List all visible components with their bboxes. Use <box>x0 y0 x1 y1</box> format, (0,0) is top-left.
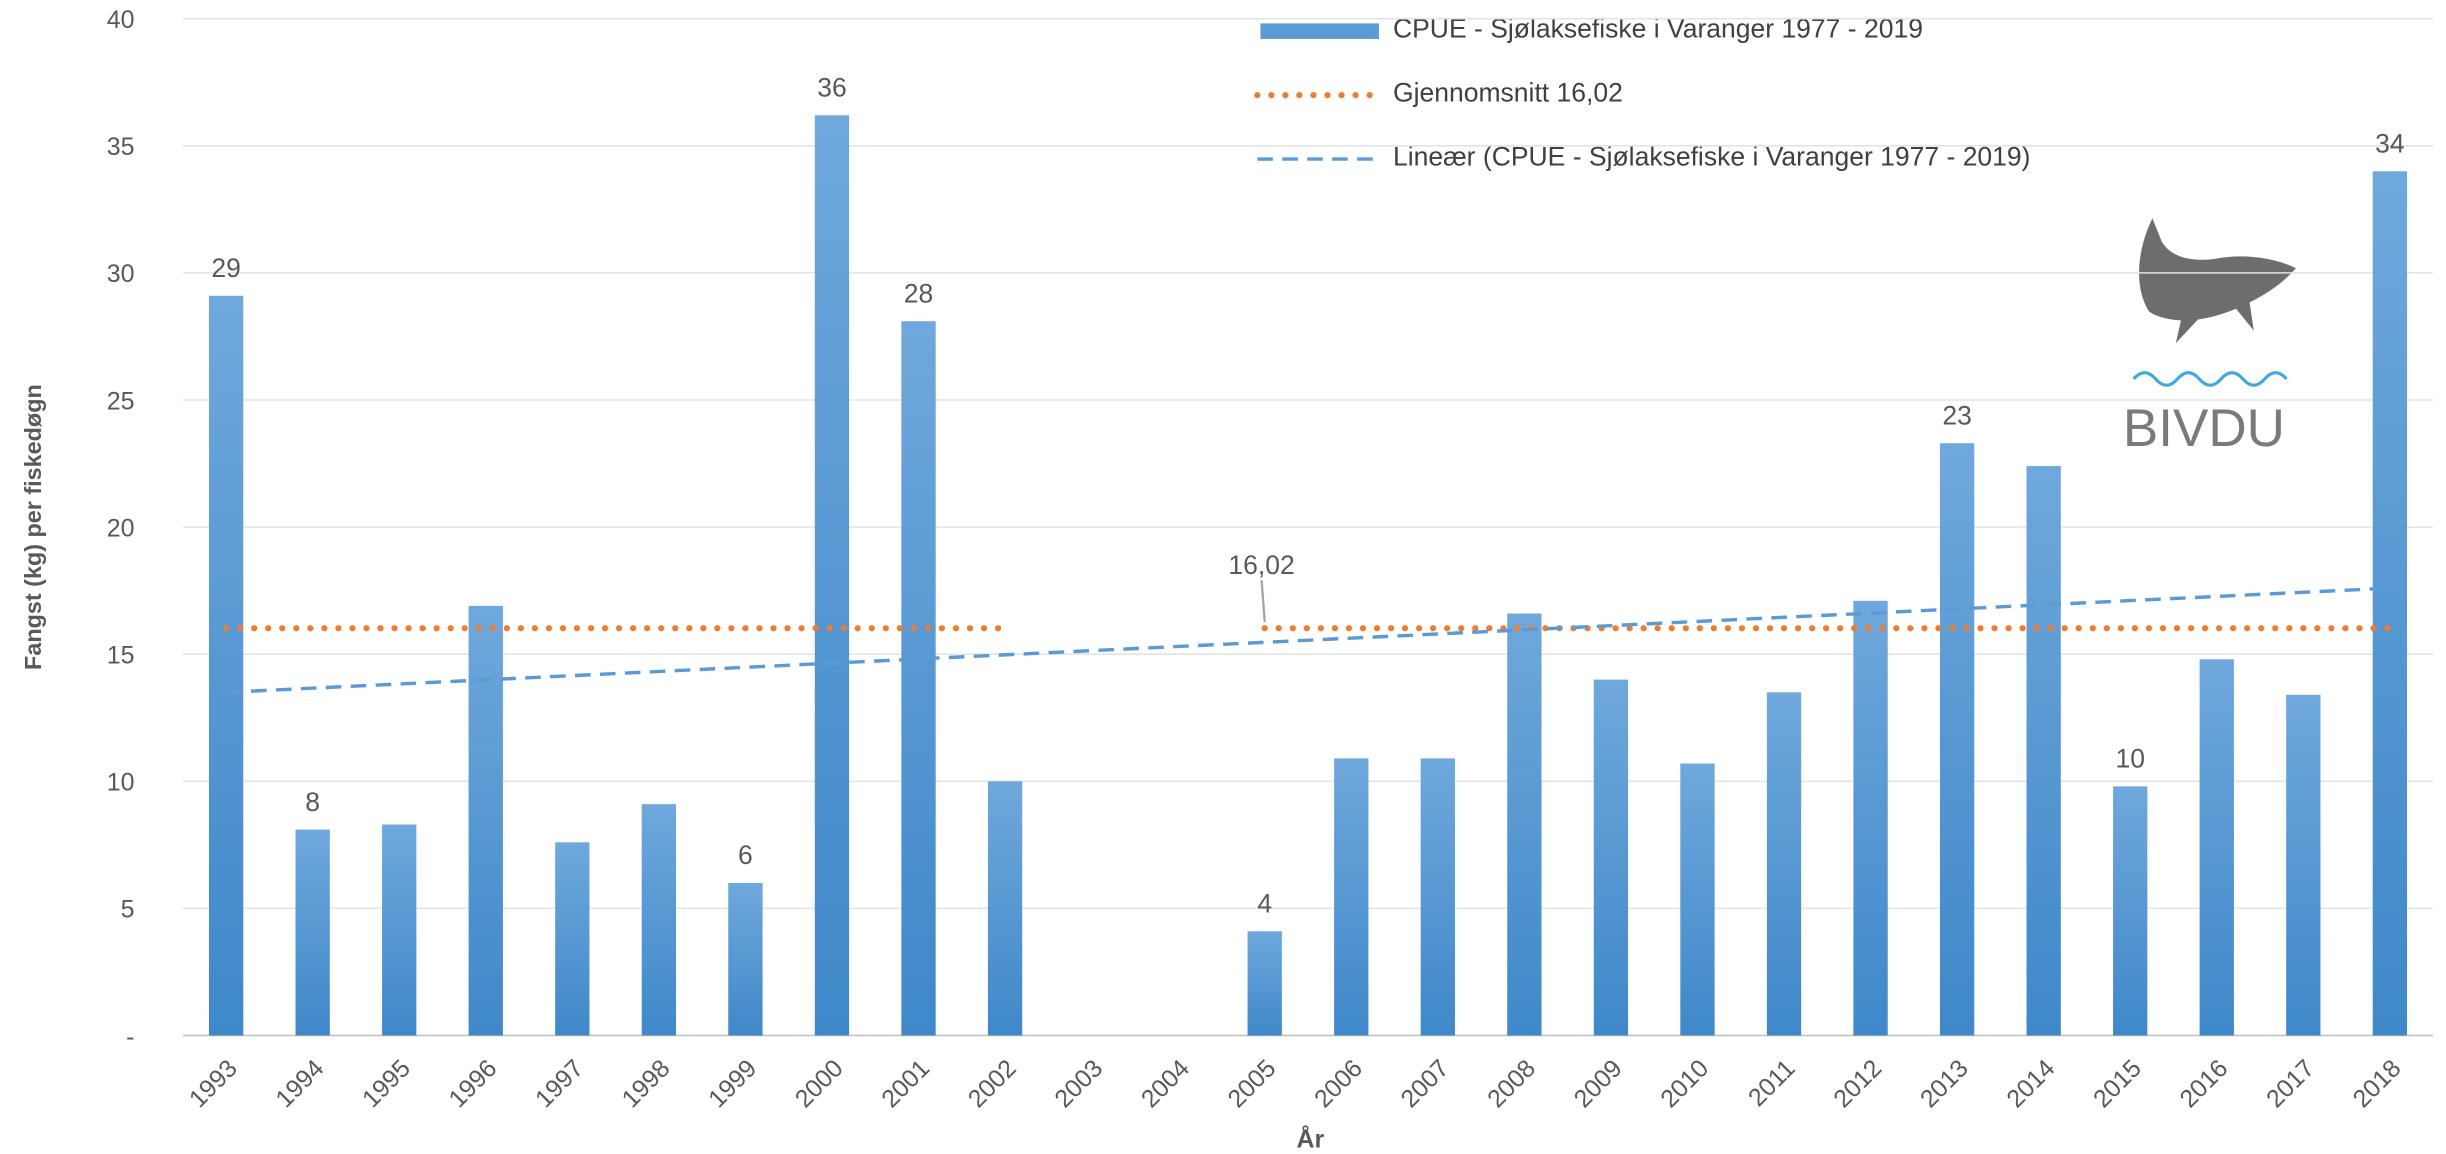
x-tick-label: 2001 <box>876 1054 935 1113</box>
x-tick-label: 2013 <box>1915 1054 1974 1113</box>
logo-text: BIVDU <box>2123 399 2285 458</box>
data-label: 28 <box>904 278 933 308</box>
bar <box>901 321 936 1036</box>
y-tick-label: 10 <box>107 769 135 797</box>
bar <box>987 781 1023 1036</box>
x-tick-label: 2006 <box>1309 1054 1368 1113</box>
bar <box>2286 694 2321 1036</box>
y-tick-label: 15 <box>107 642 135 670</box>
annotation: 16,02 <box>1228 550 1294 580</box>
bar <box>1939 443 1975 1036</box>
x-tick-label: 2011 <box>1743 1054 1801 1112</box>
bar <box>641 804 677 1036</box>
y-tick-label: 5 <box>121 896 135 924</box>
legend-entry: Gjennomsnitt 16,02 <box>1392 77 1623 108</box>
x-tick-label: 2007 <box>1396 1054 1455 1113</box>
bar <box>1853 600 1888 1036</box>
bar <box>295 829 330 1036</box>
y-tick-label: 20 <box>107 514 135 542</box>
bar <box>728 882 763 1036</box>
x-tick-label: 1999 <box>703 1054 762 1113</box>
bar <box>1507 613 1542 1036</box>
data-label: 6 <box>738 840 753 870</box>
x-tick-label: 2015 <box>2088 1054 2147 1113</box>
data-label: 29 <box>211 253 240 283</box>
x-tick-label: 2008 <box>1482 1054 1541 1113</box>
bar <box>814 115 850 1036</box>
x-tick-label: 2010 <box>1655 1054 1714 1113</box>
data-label: 10 <box>2115 744 2144 774</box>
x-tick-label: 2005 <box>1222 1054 1281 1113</box>
data-label: 34 <box>2375 129 2404 159</box>
bar <box>1593 679 1629 1036</box>
legend-entry: Lineær (CPUE - Sjølaksefiske i Varanger … <box>1392 141 2031 172</box>
data-label: 36 <box>817 73 846 103</box>
y-tick-label: 35 <box>107 133 135 161</box>
x-tick-label: 2000 <box>790 1054 849 1113</box>
x-tick-label: 2014 <box>2001 1054 2060 1113</box>
bar <box>468 605 503 1036</box>
legend-swatch <box>1260 23 1379 39</box>
x-tick-label: 2018 <box>2348 1054 2407 1113</box>
x-tick-label: 2002 <box>963 1054 1022 1113</box>
x-tick-label: 1998 <box>617 1054 676 1113</box>
x-tick-label: 2004 <box>1136 1054 1195 1113</box>
bar <box>2372 171 2408 1036</box>
bar <box>1334 758 1369 1036</box>
bar <box>2199 659 2234 1036</box>
bar <box>555 842 590 1036</box>
x-tick-label: 2003 <box>1049 1054 1108 1113</box>
bar <box>382 824 417 1036</box>
y-tick-label: 40 <box>107 6 135 34</box>
x-tick-label: 1997 <box>530 1054 589 1113</box>
series-line <box>226 586 2390 695</box>
legend: CPUE - Sjølaksefiske i Varanger 1977 - 2… <box>1254 14 2031 172</box>
legend-label: CPUE - Sjølaksefiske i Varanger 1977 - 2… <box>1392 14 1923 44</box>
x-tick-label: 2017 <box>2261 1054 2320 1113</box>
y-tick-label: - <box>126 1023 134 1051</box>
data-label: 8 <box>305 787 320 817</box>
annotation-leader <box>1260 580 1266 623</box>
logo: BIVDU <box>2123 218 2296 458</box>
bar <box>2113 786 2148 1036</box>
bar <box>1247 931 1282 1036</box>
x-tick-label: 1996 <box>443 1054 502 1113</box>
bar <box>2026 466 2061 1036</box>
data-label: 4 <box>1257 889 1272 919</box>
bar <box>208 295 244 1036</box>
y-tick-label: 30 <box>107 260 135 288</box>
data-label: 23 <box>1942 401 1971 431</box>
bar <box>1680 763 1715 1036</box>
x-axis-label: År <box>1296 1125 1324 1154</box>
y-axis-label: Fangst (kg) per fiskedøgn <box>20 384 46 670</box>
x-tick-label: 2012 <box>1828 1054 1887 1113</box>
legend-label: Gjennomsnitt 16,02 <box>1392 77 1623 108</box>
x-tick-label: 1993 <box>184 1054 243 1113</box>
x-tick-label: 1994 <box>270 1054 329 1113</box>
x-tick-label: 1995 <box>357 1054 416 1113</box>
x-tick-label: 2009 <box>1569 1054 1628 1113</box>
bar <box>1766 692 1802 1036</box>
y-tick-label: 25 <box>107 387 135 415</box>
bar <box>1420 758 1455 1036</box>
x-tick-label: 2016 <box>2174 1054 2233 1113</box>
legend-label: Lineær (CPUE - Sjølaksefiske i Varanger … <box>1392 141 2031 172</box>
